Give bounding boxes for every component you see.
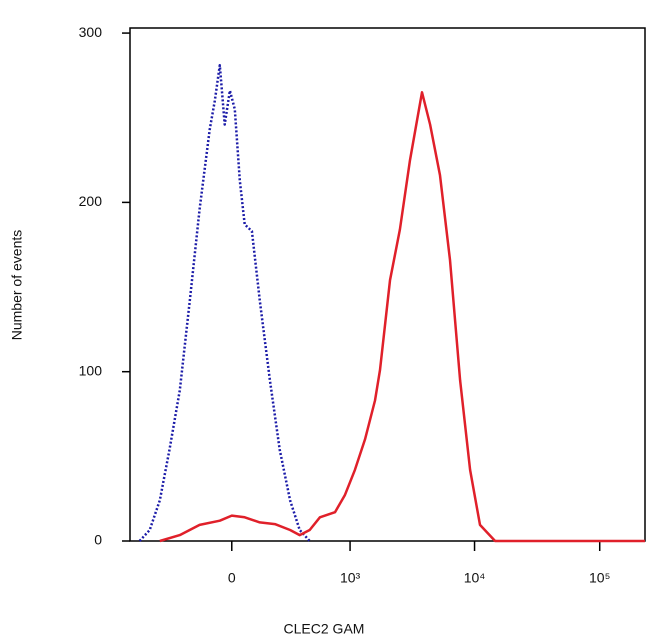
plot-frame bbox=[129, 27, 646, 542]
x-tick-label: 0 bbox=[228, 570, 236, 586]
x-tick-label: 10⁴ bbox=[464, 570, 486, 586]
series-line bbox=[138, 63, 311, 542]
y-tick-label: 200 bbox=[79, 193, 103, 209]
y-tick-label: 0 bbox=[94, 532, 102, 548]
series-line bbox=[159, 91, 645, 543]
x-axis-label: CLEC2 GAM bbox=[284, 621, 365, 637]
x-tick-label: 10³ bbox=[340, 570, 361, 586]
y-tick-label: 100 bbox=[79, 362, 103, 378]
y-tick-label: 300 bbox=[79, 24, 103, 40]
y-axis-label: Number of events bbox=[9, 230, 25, 341]
x-tick-label: 10⁵ bbox=[589, 570, 610, 586]
